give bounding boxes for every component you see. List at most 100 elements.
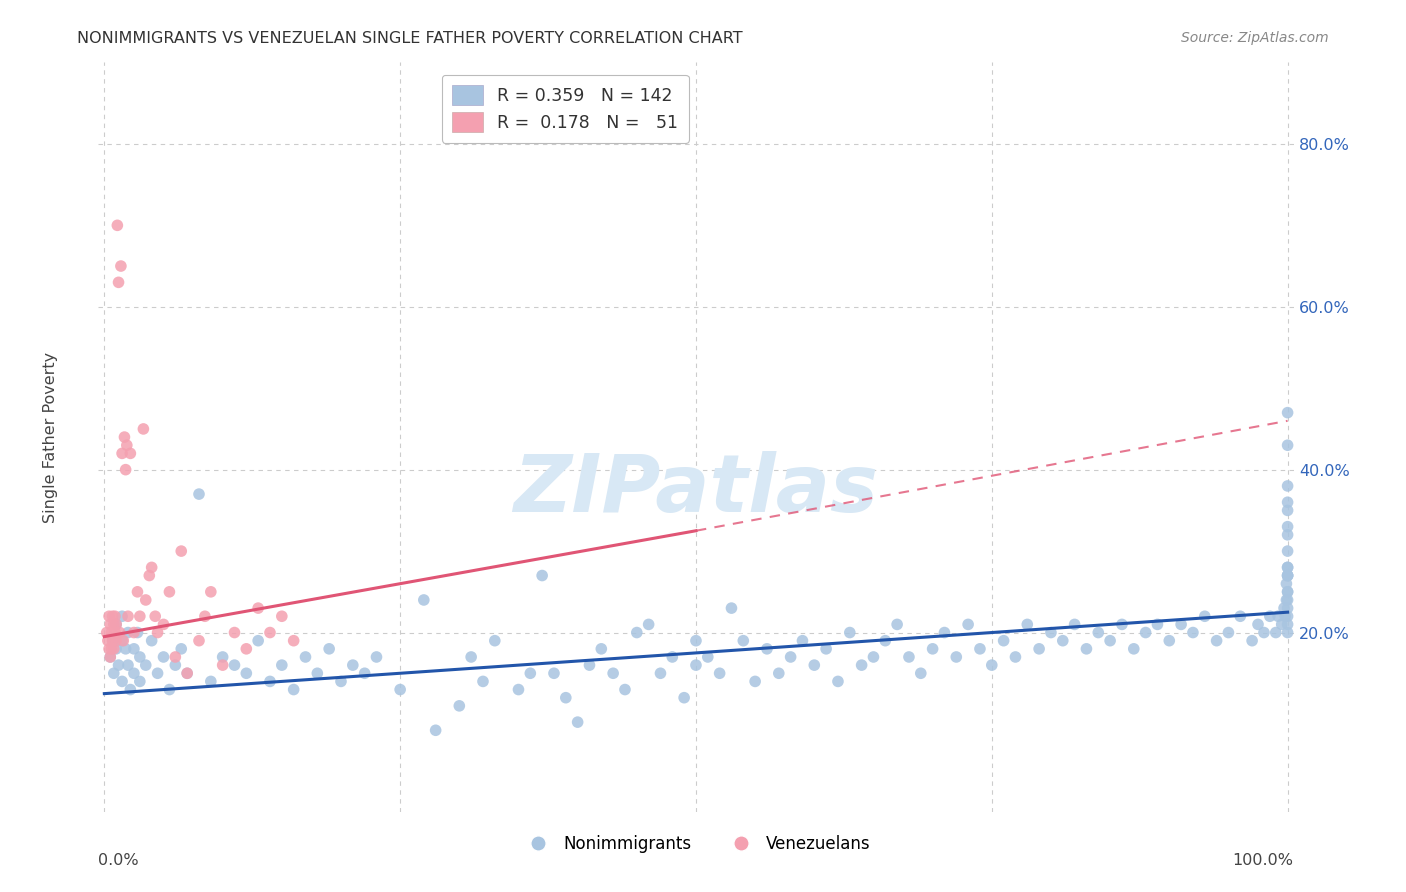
Point [259,674,281,689]
Point [114,463,136,477]
Point [1275,593,1298,607]
Point [1277,617,1299,632]
Point [224,658,246,673]
Point [111,633,134,648]
Point [235,666,257,681]
Point [122,641,145,656]
Point [673,690,696,705]
Point [104,625,127,640]
Point [165,650,187,665]
Point [980,658,1002,673]
Point [1271,617,1294,632]
Legend: Nonimmigrants, Venezuelans: Nonimmigrants, Venezuelans [515,829,877,860]
Point [1170,617,1192,632]
Point [100,625,122,640]
Point [283,682,305,697]
Point [578,658,600,673]
Point [1277,528,1299,542]
Point [1272,601,1295,615]
Point [127,625,149,640]
Point [755,641,778,656]
Point [1277,609,1299,624]
Point [1264,625,1286,640]
Point [543,666,565,681]
Point [235,641,257,656]
Point [307,666,329,681]
Point [318,641,340,656]
Point [194,609,217,624]
Point [135,593,157,607]
Point [98,641,121,656]
Point [412,593,434,607]
Point [1205,633,1227,648]
Point [114,430,136,444]
Point [128,674,150,689]
Point [128,609,150,624]
Point [921,641,943,656]
Point [993,633,1015,648]
Point [108,625,131,640]
Point [1277,406,1299,420]
Point [508,682,530,697]
Point [224,625,246,640]
Point [460,650,482,665]
Point [803,658,825,673]
Point [165,658,187,673]
Point [472,674,495,689]
Point [484,633,506,648]
Point [1277,593,1299,607]
Point [389,682,412,697]
Point [157,584,180,599]
Point [132,422,155,436]
Text: Single Father Poverty: Single Father Poverty [44,351,58,523]
Point [626,625,648,640]
Point [1277,560,1299,574]
Point [211,650,233,665]
Point [827,674,849,689]
Point [1004,650,1026,665]
Point [1277,568,1299,582]
Point [1194,609,1216,624]
Point [1275,576,1298,591]
Point [1099,633,1122,648]
Point [98,650,121,665]
Point [146,625,169,640]
Point [188,487,211,501]
Point [696,650,718,665]
Point [650,666,672,681]
Point [1229,609,1251,624]
Point [105,617,128,632]
Point [259,625,281,640]
Point [152,617,174,632]
Text: NONIMMIGRANTS VS VENEZUELAN SINGLE FATHER POVERTY CORRELATION CHART: NONIMMIGRANTS VS VENEZUELAN SINGLE FATHE… [77,31,742,46]
Point [105,633,128,648]
Text: 100.0%: 100.0% [1233,853,1294,868]
Point [122,625,145,640]
Point [98,650,121,665]
Text: ZIPatlas: ZIPatlas [513,450,879,529]
Point [143,609,166,624]
Point [138,568,160,582]
Point [567,715,589,730]
Point [862,650,884,665]
Point [96,625,118,640]
Point [107,276,129,290]
Point [957,617,980,632]
Point [200,584,222,599]
Point [685,658,707,673]
Point [98,617,121,632]
Point [247,601,270,615]
Point [1277,625,1299,640]
Point [838,625,860,640]
Point [120,682,142,697]
Point [661,650,683,665]
Point [170,641,193,656]
Point [886,617,908,632]
Point [1277,438,1299,452]
Point [945,650,967,665]
Point [1277,568,1299,582]
Point [779,650,801,665]
Point [98,609,121,624]
Point [103,617,125,632]
Point [135,658,157,673]
